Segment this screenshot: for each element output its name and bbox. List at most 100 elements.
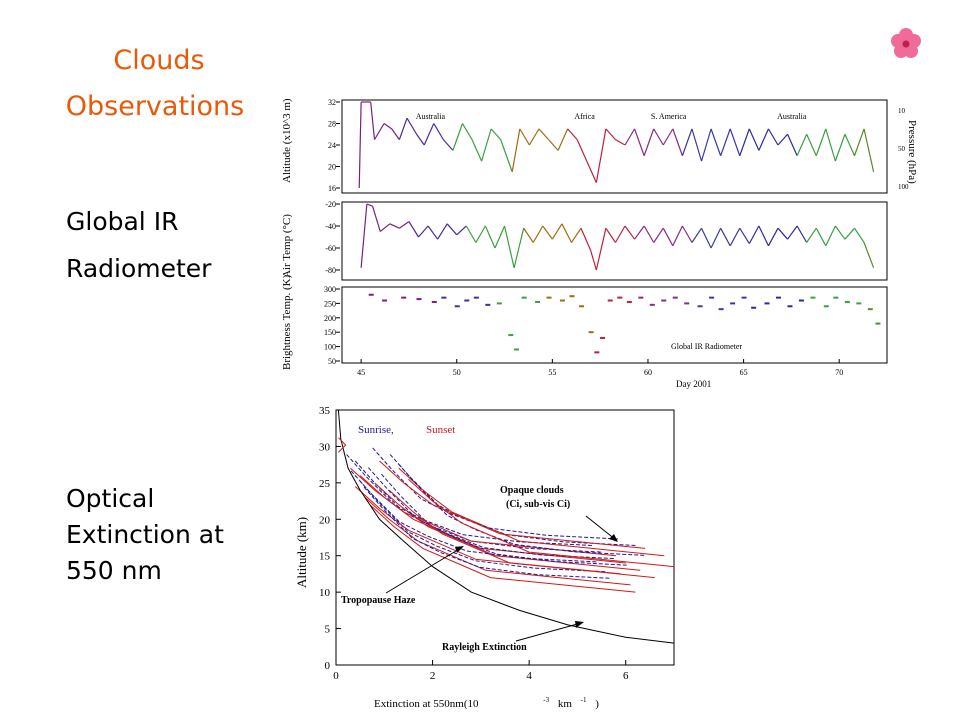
sunset-profile	[379, 460, 646, 549]
altitude-line	[834, 134, 846, 162]
p4-x-tick: 4	[526, 670, 532, 682]
altitude-line	[787, 134, 798, 156]
label-extinction-at: Extinction at	[66, 520, 224, 549]
slide-title-line1: Clouds	[113, 45, 205, 76]
p2-ylabel: Air Temp (°C)	[281, 214, 293, 278]
p1-y2-tick: 100	[898, 183, 909, 191]
sunset-profile	[364, 497, 631, 586]
altitude-line	[777, 133, 789, 146]
air-temp-line	[729, 227, 741, 247]
p3-x-tick: 55	[548, 368, 556, 377]
brightness-point	[431, 300, 437, 303]
air-temp-line	[720, 227, 731, 247]
sunset-profile	[350, 467, 617, 557]
air-temp-line	[767, 227, 779, 247]
air-temp-line	[834, 225, 846, 240]
altitude-line	[615, 139, 626, 146]
p1-y-tick: 28	[328, 120, 336, 129]
p4-y-tick: 20	[319, 514, 331, 526]
brightness-point	[833, 296, 839, 299]
air-temp-line	[465, 225, 477, 243]
air-temp-line	[408, 221, 420, 238]
brightness-point	[798, 299, 804, 302]
altitude-line	[691, 128, 703, 162]
brightness-point	[844, 300, 850, 303]
sunrise-profile	[368, 467, 615, 560]
air-temp-panel: -20 -40 -60 -80 Air Temp (°C)	[281, 200, 888, 281]
air-temp-line	[614, 225, 626, 243]
air-temp-line	[624, 225, 636, 240]
altitude-line	[796, 134, 808, 156]
altitude-line	[548, 139, 559, 151]
altitude-panel: 32 28 24 20 16 Altitude (x10^3 m) Pressure (…	[281, 98, 918, 194]
air-temp-line	[399, 221, 410, 229]
altitude-line	[710, 128, 722, 156]
air-temp-line	[595, 228, 607, 271]
altitude-line	[383, 123, 393, 130]
sunrise-profile	[350, 470, 598, 563]
air-temp-line	[777, 227, 789, 240]
brightness-point	[368, 293, 374, 296]
brightness-point	[416, 298, 422, 301]
brightness-point	[579, 305, 585, 308]
sunrise-profile	[363, 486, 611, 579]
air-temp-line	[570, 227, 582, 243]
p3-y-tick: 200	[324, 314, 336, 323]
slide-title-line2: Observations	[65, 91, 245, 122]
p3-y-tick: 300	[324, 285, 336, 294]
p4-x-tick: 6	[623, 670, 629, 682]
air-temp-line	[691, 227, 703, 243]
altitude-line	[416, 133, 425, 146]
altitude-line	[815, 128, 827, 156]
p4-y-tick: 0	[325, 660, 331, 672]
brightness-point	[787, 305, 793, 308]
altitude-line	[729, 128, 741, 156]
p4-x-tick: 2	[430, 670, 436, 682]
air-temp-line	[681, 225, 693, 243]
air-temp-line	[787, 225, 798, 240]
brightness-point	[588, 331, 594, 334]
altitude-line	[423, 123, 435, 146]
altitude-line	[528, 128, 540, 146]
sunset-profile	[354, 486, 621, 575]
sunrise-profile	[398, 463, 646, 556]
sunset-marker	[338, 437, 347, 453]
legend-sunrise: Sunrise,	[358, 424, 394, 436]
label-global-ir: Global IR	[66, 207, 179, 236]
rayleigh-curve	[337, 409, 675, 644]
altitude-line	[700, 128, 712, 162]
air-temp-line	[710, 227, 722, 249]
sunset-profile	[408, 478, 675, 568]
p3-ylabel: Brightness Temp. (K)	[281, 274, 293, 370]
brightness-point	[730, 302, 736, 305]
air-temp-line	[605, 227, 616, 243]
p3-y-tick: 150	[324, 328, 336, 337]
altitude-line	[720, 128, 731, 156]
altitude-line	[806, 134, 817, 156]
air-temp-line	[590, 250, 597, 271]
region-label: Australia	[416, 112, 446, 121]
altitude-line	[511, 128, 521, 172]
air-temp-line	[739, 227, 750, 244]
brightness-point	[485, 303, 491, 306]
brightness-point	[697, 305, 703, 308]
air-temp-line	[542, 225, 553, 240]
air-temp-line	[360, 203, 368, 268]
brightness-point	[776, 296, 781, 299]
air-temp-line	[484, 225, 496, 249]
p4-y-tick: 25	[319, 478, 331, 490]
altitude-line	[490, 128, 502, 141]
altitude-line	[500, 139, 513, 173]
brightness-point	[751, 306, 757, 309]
p4-xlabel: Extinction at 550nm(10 -3 km -1 )	[374, 693, 599, 710]
label-optical: Optical	[66, 484, 155, 513]
brightness-panel: 300 250 200 150 100 50 Brightness Temp. (K) G…	[281, 274, 888, 389]
altitude-line	[825, 128, 836, 162]
p3-x-tick: 60	[644, 368, 652, 377]
altitude-line	[605, 128, 616, 141]
p3-x-tick: 45	[357, 368, 365, 377]
altitude-line	[748, 128, 760, 151]
p4-y-tick: 15	[319, 551, 331, 563]
brightness-point	[508, 334, 514, 337]
